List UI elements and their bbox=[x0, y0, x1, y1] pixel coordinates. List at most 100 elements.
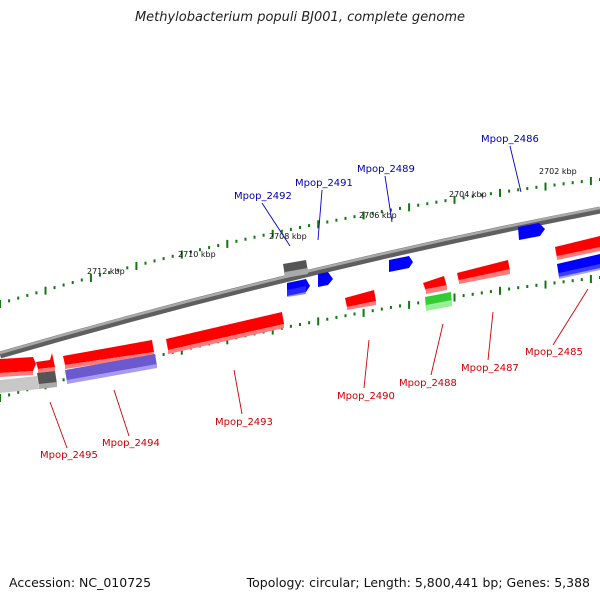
gene-label[interactable]: Mpop_2489 bbox=[357, 164, 415, 175]
gene-label[interactable]: Mpop_2488 bbox=[399, 378, 457, 389]
scale-ticks-upper bbox=[0, 177, 600, 308]
scale-tick bbox=[408, 300, 411, 309]
scale-tick bbox=[508, 287, 511, 291]
gene-mpop-2493[interactable] bbox=[166, 312, 284, 354]
scale-tick bbox=[544, 280, 547, 289]
scale-tick bbox=[389, 208, 392, 212]
gene-mpop-2495-b[interactable] bbox=[36, 353, 55, 373]
gene-label[interactable]: Mpop_2486 bbox=[481, 134, 539, 145]
scale-tick bbox=[499, 188, 501, 197]
scale-tick bbox=[326, 220, 329, 224]
scale-tick bbox=[80, 278, 83, 282]
scale-label: 2706 kbp bbox=[359, 211, 397, 220]
scale-tick bbox=[226, 239, 229, 248]
scale-tick bbox=[517, 286, 520, 290]
scale-tick bbox=[453, 195, 456, 204]
scale-tick bbox=[371, 211, 374, 215]
gene-mpop-2492[interactable] bbox=[287, 279, 310, 297]
gene-reverse-right[interactable] bbox=[557, 254, 600, 279]
gene-mpop-2487[interactable] bbox=[457, 260, 510, 284]
scale-tick bbox=[217, 244, 220, 247]
label-leader-lines bbox=[49, 145, 589, 449]
gene-mpop-2494-lower[interactable] bbox=[65, 354, 157, 384]
scale-tick bbox=[108, 271, 111, 275]
scale-tick bbox=[8, 299, 11, 303]
genome-summary-text: Topology: circular; Length: 5,800,441 bp… bbox=[246, 575, 590, 590]
scale-tick bbox=[353, 312, 356, 316]
scale-tick bbox=[244, 237, 247, 241]
gene-mpop-2491[interactable] bbox=[318, 272, 333, 287]
scale-tick bbox=[335, 315, 338, 319]
scale-tick bbox=[508, 189, 511, 193]
gene-label[interactable]: Mpop_2487 bbox=[461, 363, 519, 374]
scale-tick bbox=[162, 353, 165, 356]
scale-tick bbox=[271, 229, 274, 238]
gene-label[interactable]: Mpop_2491 bbox=[295, 178, 353, 189]
scale-tick bbox=[344, 216, 347, 220]
gene-mpop-2495[interactable] bbox=[0, 357, 36, 377]
map-title: Methylobacterium populi BJ001, complete … bbox=[134, 10, 466, 25]
gene-label[interactable]: Mpop_2494 bbox=[102, 438, 160, 449]
scale-tick bbox=[189, 250, 192, 254]
scale-tick bbox=[308, 321, 311, 325]
scale-tick bbox=[308, 224, 311, 228]
gene-label[interactable]: Mpop_2495 bbox=[40, 450, 98, 461]
scale-tick bbox=[326, 317, 329, 321]
gene-mpop-2486[interactable] bbox=[518, 223, 545, 240]
scale-tick bbox=[544, 182, 547, 191]
gene-mpop-2488-top[interactable] bbox=[423, 276, 447, 294]
gene-label[interactable]: Mpop_2493 bbox=[215, 417, 273, 428]
scale-tick bbox=[553, 183, 556, 187]
scale-tick bbox=[199, 248, 201, 252]
gene-mpop-2489[interactable] bbox=[389, 256, 413, 272]
scale-tick bbox=[480, 291, 483, 295]
scale-tick bbox=[580, 278, 583, 282]
scale-tick bbox=[280, 229, 283, 233]
gene-label[interactable]: Mpop_2485 bbox=[525, 347, 583, 358]
scale-tick bbox=[362, 211, 365, 220]
gene-mpop-2485[interactable] bbox=[555, 236, 600, 260]
scale-tick bbox=[571, 181, 574, 185]
scale-label: 2708 kbp bbox=[269, 232, 307, 241]
scale-tick bbox=[317, 220, 320, 229]
scale-tick bbox=[589, 177, 592, 185]
scale-tick bbox=[435, 200, 438, 204]
scale-tick bbox=[589, 275, 592, 283]
scale-tick bbox=[126, 266, 129, 270]
scale-tick bbox=[17, 390, 20, 394]
scale-tick bbox=[535, 283, 538, 287]
gene-grey-lower[interactable] bbox=[0, 371, 57, 393]
scale-tick bbox=[380, 210, 383, 214]
scale-tick bbox=[462, 294, 465, 298]
scale-tick bbox=[53, 286, 56, 290]
scale-tick bbox=[35, 291, 38, 295]
scale-tick bbox=[299, 323, 301, 326]
scale-tick bbox=[562, 182, 565, 186]
scale-tick bbox=[489, 192, 492, 196]
scale-tick bbox=[289, 227, 292, 231]
scale-tick bbox=[253, 235, 256, 239]
scale-tick bbox=[180, 250, 183, 259]
scale-tick bbox=[380, 307, 383, 311]
scale-tick bbox=[71, 281, 74, 284]
gene-mpop-2494[interactable] bbox=[63, 340, 154, 369]
gene-label[interactable]: Mpop_2492 bbox=[234, 191, 292, 202]
scale-tick bbox=[471, 292, 474, 296]
scale-tick bbox=[571, 279, 574, 283]
scale-tick bbox=[62, 378, 65, 382]
scale-tick bbox=[89, 274, 92, 282]
scale-tick bbox=[344, 314, 347, 318]
gene-label[interactable]: Mpop_2490 bbox=[337, 391, 395, 402]
gene-rna-green[interactable] bbox=[425, 292, 452, 311]
scale-label: 2712 kbp bbox=[87, 267, 125, 276]
scale-tick bbox=[208, 246, 211, 250]
gene-mpop-2490[interactable] bbox=[345, 290, 376, 310]
gene-pseudo-grey[interactable] bbox=[283, 260, 308, 278]
accession-text: Accession: NC_010725 bbox=[9, 575, 152, 590]
scale-tick bbox=[562, 280, 565, 284]
scale-tick bbox=[499, 286, 501, 295]
scale-tick bbox=[471, 194, 474, 198]
scale-tick bbox=[489, 290, 492, 294]
scale-tick bbox=[553, 281, 556, 285]
